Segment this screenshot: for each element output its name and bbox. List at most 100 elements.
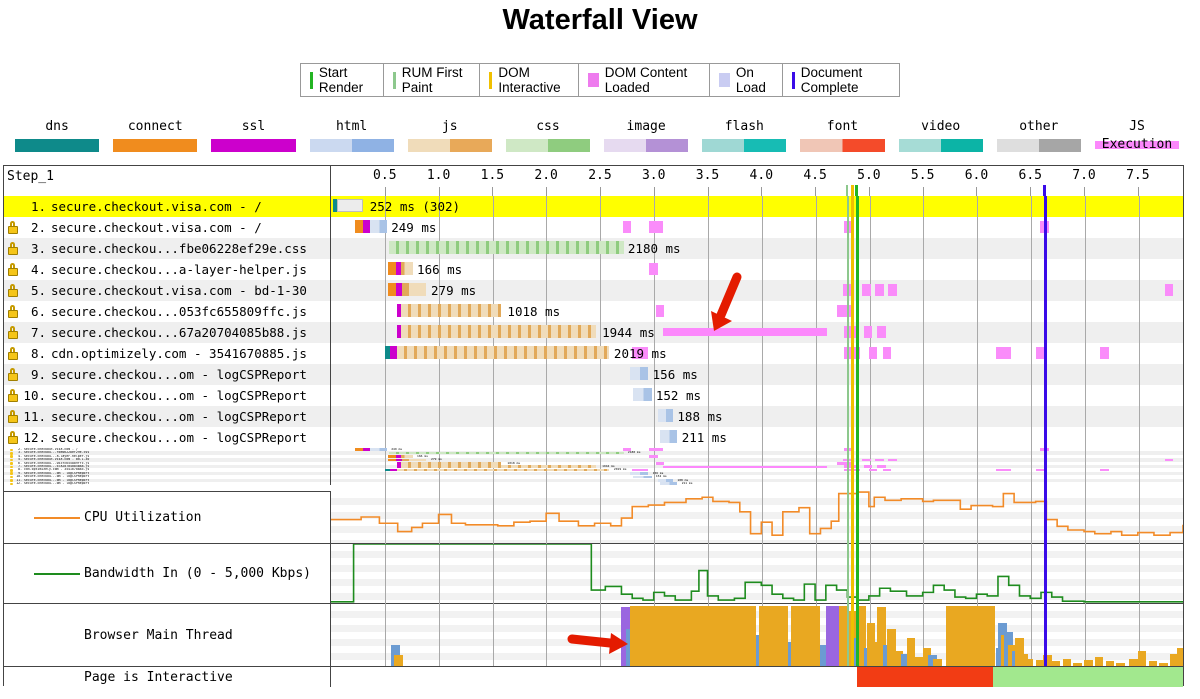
request-bar-dns (384, 468, 394, 472)
lock-icon (10, 475, 13, 479)
step-label: Step_1 (4, 166, 331, 196)
request-row-label[interactable]: 12. secure.checkou...om - logCSPReport (4, 427, 331, 448)
request-row-label[interactable]: 4. secure.checkou...a-layer-helper.js (4, 259, 331, 280)
resource-legend-item: flash (695, 118, 793, 152)
dom-interactive-swatch-icon (489, 71, 493, 89)
request-row-label[interactable]: 9. secure.checkou...om - logCSPReport (4, 364, 331, 385)
request-number: 4. (30, 262, 46, 277)
lock-body (10, 468, 13, 472)
lock-body (8, 414, 18, 423)
request-row-timeline: 156 ms (331, 472, 1183, 475)
request-row-label[interactable]: 11. secure.checkou...om - logCSPReport (4, 406, 331, 427)
request-row-label[interactable]: 6. secure.checkou...053fc655809ffc.js (4, 301, 331, 322)
image-color-bar-icon (604, 139, 689, 152)
request-time-label: 249 ms (391, 448, 403, 451)
request-row-label[interactable]: 2. secure.checkout.visa.com - / (4, 217, 331, 238)
request-bar-ssl (363, 220, 372, 233)
marker-legend-item: Document Complete (781, 64, 899, 96)
request-row-timeline: 211 ms (331, 427, 1183, 448)
js-execution-tick (862, 284, 872, 296)
request-row-label[interactable]: 11. secure.checkou...om - logCSPReport (4, 478, 331, 482)
request-time-label: 2019 ms (613, 468, 627, 472)
axis-tick-mark (1030, 187, 1032, 196)
axis-tick-label: 0.5 (373, 168, 397, 183)
request-time-label: 1944 ms (602, 325, 655, 340)
document-complete-axis-tick (1043, 185, 1047, 196)
request-row-label[interactable]: 10. secure.checkou...om - logCSPReport (4, 385, 331, 406)
request-url: secure.checkou...om - logCSPReport (51, 409, 307, 424)
js-execution-tick (850, 326, 860, 338)
request-url: secure.checkou...a-layer-helper.js (24, 454, 90, 458)
request-bar-connect (388, 262, 397, 275)
request-number: 8. (18, 468, 22, 472)
request-row-label[interactable]: 7. secure.checkou...67a20704085b88.js (4, 464, 331, 469)
axis-tick-label: 2.5 (588, 168, 612, 183)
axis-tick-mark (1084, 187, 1086, 196)
js-execution-tick (863, 465, 873, 468)
js-execution-tick (863, 326, 873, 338)
request-bar-ssl (396, 304, 406, 317)
js-execution-tick (654, 221, 664, 233)
request-row-timeline: 2180 ms (331, 238, 1183, 259)
resource-legend-label: other (1019, 119, 1059, 134)
js-execution-tick (844, 448, 853, 451)
resource-legend-label: ssl (241, 119, 266, 134)
request-row: 3. secure.checkou...fbe06228ef29e.css 2180… (4, 451, 1183, 455)
js-execution-tick (1100, 347, 1109, 359)
request-row-label[interactable]: 2. secure.checkout.visa.com - / (4, 448, 331, 452)
main-thread-activity-segment (1019, 653, 1029, 667)
js-execution-tick (836, 461, 846, 465)
request-bar-connect (388, 455, 397, 458)
request-row-label[interactable]: 6. secure.checkou...053fc655809ffc.js (4, 461, 331, 465)
lock-body (10, 455, 13, 458)
request-row-label[interactable]: 3. secure.checkou...fbe06228ef29e.css (4, 238, 331, 259)
request-bar-html (633, 475, 652, 479)
request-url: secure.checkou...67a20704085b88.js (51, 325, 307, 340)
lock-icon (10, 468, 13, 472)
lock-icon (8, 262, 19, 277)
request-row-timeline: 156 ms (331, 364, 1183, 385)
request-row-label[interactable]: 3. secure.checkou...fbe06228ef29e.css (4, 451, 331, 455)
request-row-label[interactable]: 8. cdn.optimizely.com - 3541670885.js (4, 468, 331, 472)
lock-icon (8, 304, 19, 319)
page-interactive-label-cell: Page is Interactive (4, 667, 331, 688)
js-execution-tick (1164, 458, 1174, 462)
lock-body (10, 451, 13, 455)
request-row-label[interactable]: 10. secure.checkou...om - logCSPReport (4, 475, 331, 479)
request-row-timeline: 188 ms (331, 479, 1183, 482)
request-row-label[interactable]: 9. secure.checkou...om - logCSPReport (4, 471, 331, 476)
main-thread-activity-segment (922, 647, 932, 667)
main-thread-activity-segment (1015, 638, 1024, 667)
request-row: 4. secure.checkou...a-layer-helper.js 166 … (4, 454, 1183, 459)
axis-tick-mark (815, 187, 817, 196)
main-thread-activity-segment (928, 655, 937, 667)
request-row-label[interactable]: 1. secure.checkout.visa.com - / (4, 196, 331, 217)
request-row-label[interactable]: 4. secure.checkou...a-layer-helper.js (4, 454, 331, 459)
js-execution-tick (843, 461, 852, 465)
js-execution-tick (877, 326, 887, 338)
request-row-label[interactable]: 7. secure.checkou...67a20704085b88.js (4, 322, 331, 343)
axis-tick-label: 6.5 (1018, 168, 1042, 183)
js-execution-tick (1039, 448, 1049, 451)
request-rows: 1. secure.checkout.visa.com - / 252 ms (30… (4, 196, 1183, 448)
axis-tick-label: 4.0 (749, 168, 774, 183)
js-execution-tick (622, 221, 632, 233)
request-time-label: 152 ms (655, 388, 702, 403)
request-row-label[interactable]: 12. secure.checkou...om - logCSPReport (4, 481, 331, 486)
request-number: 5. (30, 283, 46, 298)
marker-legend-item: RUM First Paint (382, 64, 480, 96)
request-row-label[interactable]: 5. secure.checkout.visa.com - bd-1-30 (4, 280, 331, 301)
lock-shackle (10, 304, 15, 311)
lock-icon (10, 462, 13, 465)
lock-shackle (10, 430, 15, 437)
waterfall-header: Step_1 0.5 1.0 1.5 2.0 2.5 3.0 3.5 4.0 4.5 5.0 5.5… (4, 166, 1183, 196)
request-bar-html (630, 472, 649, 475)
request-row-label[interactable]: 5. secure.checkout.visa.com - bd-1-30 (4, 458, 331, 462)
cpu-line-swatch (34, 516, 80, 519)
lock-icon (8, 241, 19, 256)
request-number: 3. (18, 451, 22, 455)
marker-legend-item: Start Render (301, 64, 383, 96)
request-bar-ssl (395, 458, 405, 462)
request-row-label[interactable]: 8. cdn.optimizely.com - 3541670885.js (4, 343, 331, 364)
request-bar-html (660, 482, 678, 485)
